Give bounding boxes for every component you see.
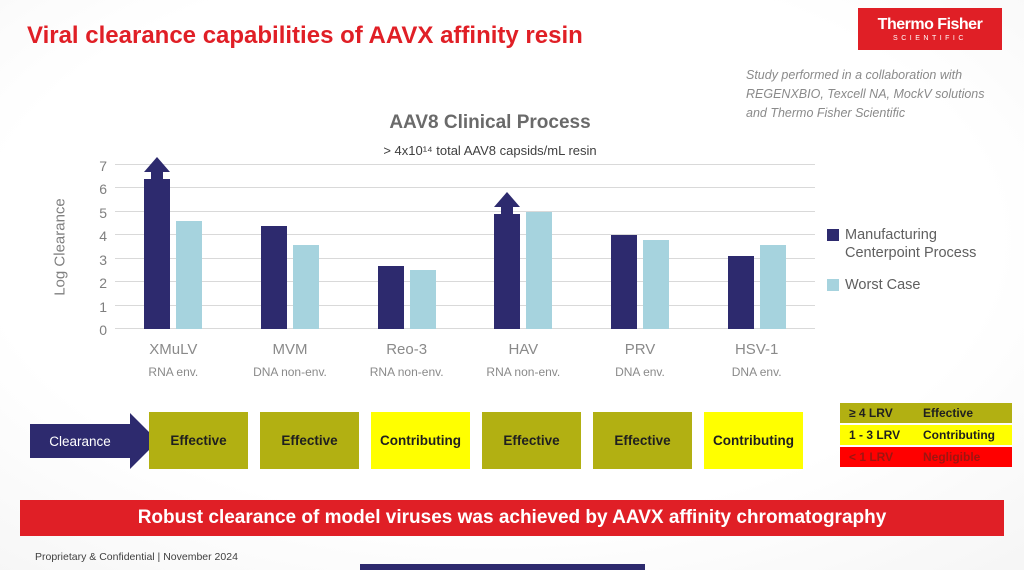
y-tick-label: 1 [99,298,107,315]
y-tick-label: 6 [99,181,107,198]
bar [144,157,171,329]
gridline [115,304,815,306]
bar [727,256,754,329]
bar [292,244,319,329]
conclusion-banner-text: Robust clearance of model viruses was ac… [137,507,887,528]
lrv-key-row: 1 - 3 LRV Contributing [840,425,1012,445]
clearance-rating-box: Contributing [704,412,803,469]
bar [494,192,521,329]
arrow-head-shape [144,157,171,173]
clearance-rating-box: Effective [149,412,248,469]
legend-swatch [827,279,839,292]
y-tick-label: 0 [99,322,107,338]
chart-subtitle: > 4x10¹⁴ total AAV8 capsids/mL resin [383,143,597,158]
clearance-ratings-row: Effective Effective Contributing Effective E… [149,412,803,469]
bar-chart-plot: 0 1 2 3 4 5 6 7 XMuLV RNA env. MVM DNA non-env. Reo-… [99,157,815,379]
page-title: Viral clearance capabilities of AAVX aff… [27,22,583,49]
x-axis-category-label: PRV [624,341,656,358]
logo-subtext: SCIENTIFIC [893,35,967,42]
y-tick-label: 5 [99,204,107,221]
lrv-range: 1 - 3 LRV [849,428,901,442]
lrv-range: < 1 LRV [849,450,894,464]
bar [610,235,637,329]
gridline [115,187,815,189]
footer-text: Proprietary & Confidential | November 20… [35,551,238,563]
greater-than-arrow-icon [494,192,521,216]
lrv-range: ≥ 4 LRV [849,406,893,420]
x-axis-category-label: XMuLV [149,341,198,358]
bar-group: Reo-3 RNA non-env. [348,165,465,379]
x-axis-category-sublabel: RNA non-env. [486,365,561,379]
x-axis-category-sublabel: DNA non-env. [253,365,327,379]
clearance-rating-box: Effective [482,412,581,469]
x-axis-category-sublabel: RNA non-env. [369,365,444,379]
bar-pair [260,165,319,329]
bar [642,239,669,329]
bar [377,265,404,329]
bar-group: XMuLV RNA env. [115,157,232,379]
clearance-arrow-label: Clearance [49,433,111,449]
gridline [115,257,815,259]
chart-title: AAV8 Clinical Process [389,112,591,133]
bottom-accent-bar [360,564,645,570]
chart-legend: Manufacturing Centerpoint Process Worst C… [827,226,1007,308]
gridline [115,328,815,329]
legend-item: Manufacturing Centerpoint Process [827,226,1007,262]
logo-wordmark: Thermo Fisher [877,16,983,33]
bar-group: MVM DNA non-env. [232,165,349,379]
bar [526,211,553,329]
lrv-key-row: ≥ 4 LRV Effective [840,403,1012,423]
bar-group: HSV-1 DNA env. [698,165,815,379]
legend-item: Worst Case [827,276,1007,294]
gridline [115,281,815,283]
gridline [115,234,815,236]
bar-pair [377,165,436,329]
bar-pair [144,157,203,329]
bar-pair [610,165,669,329]
lrv-key-table: ≥ 4 LRV Effective 1 - 3 LRV Contributing < 1… [840,403,1012,469]
clearance-rating-box: Effective [593,412,692,469]
clearance-arrow-body: Clearance [30,424,130,458]
gridline [115,164,815,165]
x-axis-category-sublabel: DNA env. [731,365,782,379]
clearance-arrow: Clearance [30,413,160,469]
bar [759,244,786,329]
x-axis-category-label: Reo-3 [386,341,428,358]
bar [260,225,287,329]
thermofisher-logo: Thermo Fisher SCIENTIFIC [858,8,1002,50]
lrv-key-row: < 1 LRV Negligible [840,447,1012,467]
greater-than-arrow-icon [144,157,171,181]
legend-label: Worst Case [845,277,921,294]
bar [409,270,436,329]
y-axis-label: Log Clearance [51,198,69,296]
lrv-label: Negligible [923,450,981,464]
study-note: Study performed in a collaboration with … [746,68,985,120]
x-axis-category-label: MVM [272,341,308,358]
clearance-rating-box: Contributing [371,412,470,469]
x-axis-category-sublabel: RNA env. [148,365,199,379]
conclusion-banner: Robust clearance of model viruses was ac… [20,500,1004,536]
x-axis-category-label: HSV-1 [734,341,779,358]
y-tick-label: 7 [99,158,107,174]
lrv-label: Contributing [923,428,995,442]
bar-group: PRV DNA env. [582,165,699,379]
lrv-label: Effective [923,406,974,420]
y-tick-label: 2 [99,275,107,292]
legend-swatch [827,229,839,241]
bar-pair [727,165,786,329]
legend-label: Manufacturing Centerpoint Process [845,227,977,262]
x-axis-category-sublabel: DNA env. [615,365,665,379]
y-tick-label: 3 [99,251,107,268]
clearance-rating-box: Effective [260,412,359,469]
arrow-stem-shape [501,207,514,216]
y-tick-label: 4 [99,228,107,245]
bar-pair [494,165,553,329]
arrow-head-shape [494,192,521,208]
bar [176,221,203,329]
bar-group: HAV RNA non-env. [465,165,582,379]
arrow-stem-shape [151,172,164,181]
x-axis-category-label: HAV [508,341,539,358]
gridline [115,210,815,212]
